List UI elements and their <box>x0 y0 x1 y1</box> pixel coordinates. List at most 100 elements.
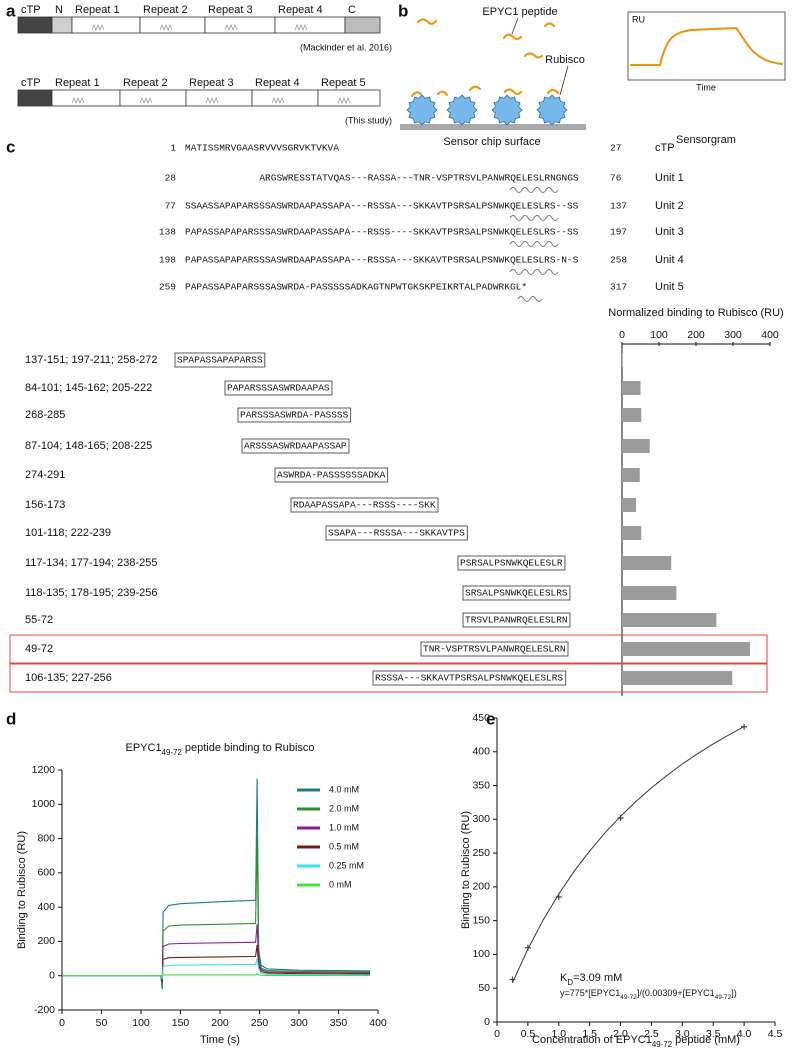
y-tick-label: 200 <box>37 935 55 947</box>
residue-end: 258 <box>610 255 627 266</box>
series-line <box>62 958 371 980</box>
bar <box>622 498 637 512</box>
domain-segment <box>119 89 187 107</box>
domain-segment <box>17 89 53 107</box>
text-part: ]) <box>731 988 737 998</box>
annotation: y=775*[EPYC149-72]/(0.00309+[EPYC149-72]… <box>560 988 737 1001</box>
unit-label: Unit 2 <box>655 200 684 212</box>
legend-label: 0.5 mM <box>329 841 359 851</box>
repeat-motif <box>337 96 351 105</box>
data-point <box>509 976 516 983</box>
domain-label: Repeat 2 <box>123 77 168 89</box>
domain-label: Repeat 5 <box>321 77 366 89</box>
sensor-chip <box>400 124 586 130</box>
series-line <box>62 778 371 990</box>
legend-label: 1.0 mM <box>329 822 359 832</box>
legend-label: 2.0 mM <box>329 803 359 813</box>
data-point <box>741 723 748 730</box>
residue-end: 27 <box>610 143 621 154</box>
bar <box>622 408 642 422</box>
repeat-motif <box>91 23 105 32</box>
x-tick-label: 2.5 <box>644 1028 659 1040</box>
subscript: 49-72 <box>652 1040 672 1049</box>
peptide-box <box>462 612 571 628</box>
residue-end: 76 <box>610 173 622 184</box>
domain-label: Repeat 4 <box>255 77 300 89</box>
sequence: PAPASSAPAPARSSSASWRDA-PASSSSSADKAGTNPWTG… <box>185 282 527 293</box>
residue-start: 1 <box>170 143 176 154</box>
series-line <box>62 973 371 978</box>
series-line <box>62 836 371 987</box>
surface-label: Sensor chip surface <box>443 136 540 148</box>
bar <box>622 468 640 482</box>
sensorgram-y-label: RU <box>632 14 645 24</box>
domain-label: Repeat 3 <box>208 4 253 16</box>
x-tick-label: 400 <box>761 329 779 341</box>
chart-title: Normalized binding to Rubisco (RU) <box>608 307 783 319</box>
x-axis-label: Concentration of EPYC149-72 peptide (mM) <box>532 1034 740 1049</box>
peptide-sequence: PAPARSSSASWRDAAPAS <box>227 383 330 394</box>
peptide-range: 106-135; 227-256 <box>25 672 112 684</box>
peptide-range: 274-291 <box>25 469 65 481</box>
x-tick-label: 0 <box>494 1028 500 1040</box>
peptide-box <box>372 670 567 686</box>
peptide-sequence: RSSSA---SKKAVTPSRSALPSNWKQELESLRS <box>375 673 563 684</box>
sequence: SSAASSAPAPARSSSASWRDAAPASSAPA---RSSSA---… <box>185 201 579 212</box>
panel-label: e <box>486 709 495 728</box>
highlight-box <box>9 634 768 664</box>
domain-segment <box>344 16 381 34</box>
peptide-range: 49-72 <box>25 643 53 655</box>
x-tick-label: 250 <box>251 1017 269 1029</box>
sequence: PAPASSAPAPARSSSASWRDAAPASSAPA---RSSSA---… <box>185 255 579 266</box>
residue-start: 28 <box>165 173 177 184</box>
rubisco <box>446 94 478 126</box>
sensorgram-frame <box>627 11 786 81</box>
peptide-sequence: TNR-VSPTRSVLPANWRQELESLRN <box>423 644 566 655</box>
domain-segment <box>51 16 73 34</box>
peptide-sequence: SPAPASSAPAPARSS <box>177 355 263 366</box>
construct-source: (Mackinder et al. 2016) <box>300 42 392 52</box>
x-tick-label: 3.0 <box>675 1028 690 1040</box>
peptide-range: 156-173 <box>25 499 65 511</box>
peptides <box>410 18 560 98</box>
x-tick-label: 100 <box>650 329 668 341</box>
domain-segment <box>51 89 121 107</box>
x-tick-label: 4.0 <box>737 1028 752 1040</box>
subscript: 49-72 <box>620 994 637 1001</box>
bar <box>622 556 672 570</box>
residue-start: 77 <box>165 201 176 212</box>
domain-segment <box>251 89 319 107</box>
peptide-sequence: TRSVLPANWRQELESLRN <box>465 615 568 626</box>
peptide-range: 84-101; 145-162; 205-222 <box>25 382 152 394</box>
peptide-sequence: RDAAPASSAPA---RSSS----SKK <box>293 500 436 511</box>
chart-title: EPYC149-72 peptide binding to Rubisco <box>125 742 314 757</box>
domain-label: Repeat 2 <box>143 4 188 16</box>
subscript: 49-72 <box>162 748 182 757</box>
x-tick-label: 200 <box>687 329 705 341</box>
domain-label: Repeat 4 <box>278 4 323 16</box>
domain-label: cTP <box>21 77 41 89</box>
x-tick-label: 1.5 <box>582 1028 597 1040</box>
bar <box>622 439 650 453</box>
peptide-box <box>241 438 350 454</box>
repeat-motif <box>139 96 153 105</box>
rubisco-label: Rubisco <box>545 54 585 66</box>
rubisco <box>536 94 568 126</box>
y-tick-label: 1000 <box>32 798 56 810</box>
x-tick-label: 50 <box>96 1017 108 1029</box>
peptide-label: EPYC1 peptide <box>482 6 557 18</box>
y-tick-label: 350 <box>472 779 490 791</box>
x-tick-label: 150 <box>172 1017 190 1029</box>
helix-motif <box>509 241 559 247</box>
y-tick-label: 300 <box>472 813 490 825</box>
text-part: K <box>560 972 568 984</box>
text-part: Concentration of EPYC1 <box>532 1034 652 1046</box>
unit-label: cTP <box>655 142 675 154</box>
repeat-motif <box>159 23 173 32</box>
x-tick-label: 300 <box>724 329 742 341</box>
subscript: D <box>567 978 573 987</box>
y-tick-label: 800 <box>37 832 55 844</box>
repeat-motif <box>205 96 219 105</box>
rubisco <box>491 94 523 126</box>
